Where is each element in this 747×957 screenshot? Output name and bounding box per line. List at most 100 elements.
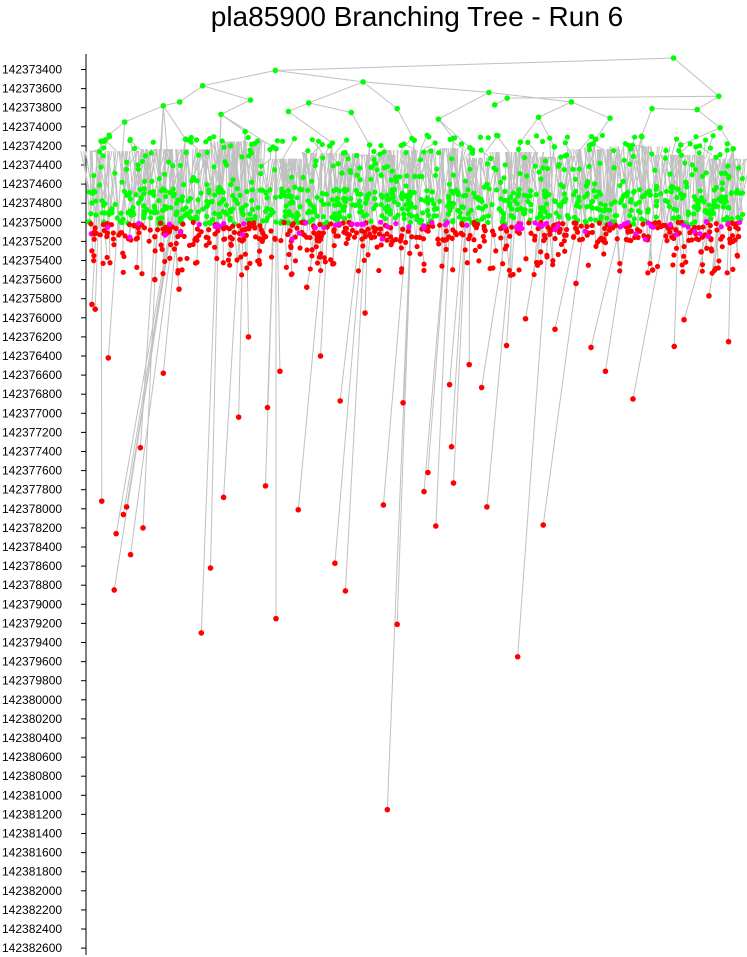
red-band-node	[288, 243, 294, 249]
green-band-node	[719, 186, 725, 192]
green-band-node	[215, 187, 221, 194]
band-edge	[691, 154, 701, 231]
tree-node	[207, 565, 214, 571]
red-band-node	[360, 243, 366, 249]
green-band-node	[139, 158, 146, 164]
green-band-node	[501, 211, 507, 217]
red-band-node	[482, 228, 488, 234]
red-band-node	[414, 243, 420, 250]
red-band-node	[600, 238, 606, 244]
tree-node	[182, 136, 189, 143]
green-band-node	[718, 170, 724, 176]
y-tick-label: 142376600	[2, 368, 62, 382]
green-band-node	[710, 133, 716, 139]
green-band-node	[315, 138, 322, 144]
green-band-node	[97, 182, 103, 188]
tree-node	[421, 488, 427, 495]
red-band-node	[617, 268, 623, 274]
red-band-node	[220, 260, 226, 266]
green-band-node	[561, 167, 567, 173]
green-band-node	[662, 155, 669, 161]
band-edge	[363, 154, 368, 225]
green-band-node	[693, 197, 699, 203]
red-band-node	[134, 235, 141, 241]
green-band-node	[453, 187, 459, 193]
y-tick-label: 142378400	[2, 540, 62, 554]
red-band-node	[97, 232, 103, 238]
green-band-node	[170, 193, 177, 199]
tree-node	[450, 135, 457, 142]
green-band-node	[687, 141, 693, 147]
red-band-node	[660, 222, 666, 228]
tree-node	[503, 342, 510, 349]
magenta-band-node	[673, 232, 679, 238]
green-band-node	[612, 199, 618, 205]
tree-node	[273, 145, 279, 152]
green-band-node	[667, 171, 673, 177]
green-band-node	[341, 203, 348, 209]
red-band-node	[255, 258, 261, 264]
red-band-node	[359, 228, 365, 234]
green-band-node	[724, 147, 730, 153]
green-band-node	[540, 215, 546, 221]
magenta-band-node	[737, 219, 743, 226]
green-band-node	[433, 213, 439, 219]
red-band-node	[318, 251, 324, 257]
red-band-node	[328, 221, 334, 227]
red-band-node	[92, 225, 98, 231]
green-band-node	[692, 166, 699, 173]
red-band-node	[309, 253, 315, 259]
magenta-band-node	[162, 232, 168, 238]
green-band-node	[249, 197, 255, 204]
green-band-node	[476, 205, 482, 211]
red-band-node	[480, 233, 486, 240]
red-band-node	[400, 226, 406, 232]
tree-edge	[519, 116, 540, 143]
red-band-node	[110, 230, 116, 236]
band-edge	[404, 150, 418, 247]
green-band-node	[368, 218, 374, 224]
red-band-node	[351, 234, 358, 240]
y-tick-label: 142380200	[2, 712, 62, 726]
red-band-node	[680, 269, 686, 275]
red-band-node	[239, 238, 245, 244]
green-band-node	[240, 205, 246, 211]
green-band-node	[584, 204, 590, 210]
green-band-node	[722, 170, 728, 176]
red-band-node	[341, 229, 347, 235]
red-band-node	[167, 255, 173, 261]
green-band-node	[204, 198, 210, 205]
red-band-node	[695, 237, 702, 243]
green-band-node	[502, 188, 508, 194]
green-band-node	[502, 162, 508, 168]
green-band-node	[691, 204, 697, 210]
tree-edge	[162, 105, 180, 290]
y-tick-label: 142380400	[2, 731, 62, 745]
y-tick-label: 142377800	[2, 483, 62, 497]
tree-edge	[595, 117, 611, 140]
band-edge	[534, 152, 544, 223]
band-edge	[265, 158, 270, 193]
band-edge	[129, 140, 143, 152]
green-band-node	[501, 175, 507, 181]
red-band-node	[471, 237, 477, 243]
y-tick-label: 142382400	[2, 922, 62, 936]
green-band-node	[631, 216, 637, 222]
green-band-node	[532, 163, 538, 169]
green-band-node	[533, 191, 539, 198]
red-band-node	[550, 258, 556, 264]
green-band-node	[689, 172, 695, 178]
green-band-node	[719, 180, 726, 186]
magenta-band-node	[607, 221, 613, 227]
green-band-node	[653, 192, 659, 198]
green-band-node	[393, 178, 400, 184]
green-band-node	[419, 174, 425, 180]
tree-node	[491, 102, 498, 108]
tree-edge	[641, 108, 653, 137]
band-edge	[463, 157, 477, 228]
red-band-node	[711, 267, 718, 274]
tree-node	[394, 621, 400, 628]
green-band-node	[552, 198, 559, 205]
red-band-node	[716, 258, 722, 264]
green-band-node	[497, 179, 504, 185]
